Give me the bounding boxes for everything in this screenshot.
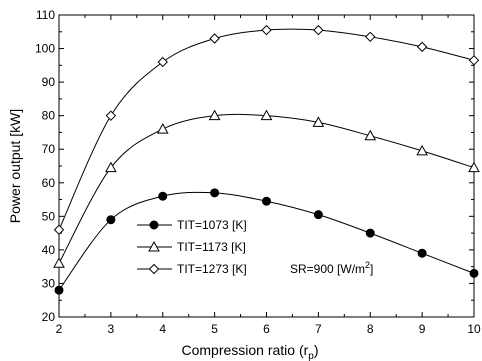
legend-marker-1 bbox=[149, 220, 159, 230]
legend-annotation: SR=900 [W/m2] bbox=[290, 260, 373, 276]
series-1-point bbox=[469, 268, 479, 278]
series-2-point bbox=[156, 123, 169, 134]
y-axis-label: Power output [kW] bbox=[7, 109, 23, 223]
x-axis-label-main: Compression ratio (r bbox=[181, 342, 308, 358]
series-2-point bbox=[208, 109, 221, 121]
series-3-point bbox=[416, 41, 428, 53]
annotation-main: SR=900 [W/m bbox=[290, 262, 365, 276]
series-2-point bbox=[416, 144, 428, 156]
y-tick-label: 70 bbox=[42, 142, 56, 156]
series-2-point bbox=[468, 161, 480, 173]
series-3-point bbox=[261, 24, 272, 36]
y-tick-label: 60 bbox=[42, 176, 56, 190]
series-1-point bbox=[417, 248, 427, 258]
series-2-point bbox=[260, 109, 273, 121]
legend-label-3: TIT=1273 [K] bbox=[177, 262, 247, 276]
x-tick-label: 10 bbox=[467, 322, 481, 336]
series-2-point bbox=[53, 257, 65, 268]
annotation-superscript: 2 bbox=[365, 260, 370, 270]
series-line-2 bbox=[58, 113, 475, 264]
y-tick-label: 80 bbox=[42, 109, 56, 123]
series-3-point bbox=[53, 224, 65, 235]
x-axis-label-subscript: p bbox=[308, 351, 314, 361]
series-1-point bbox=[106, 215, 116, 225]
series-3-point bbox=[105, 110, 117, 121]
series-2-point bbox=[105, 161, 117, 173]
legend-marker-2 bbox=[148, 240, 160, 252]
legend-label-2: TIT=1173 [K] bbox=[177, 240, 246, 254]
series-3-point bbox=[365, 31, 376, 43]
x-tick-label: 4 bbox=[159, 322, 166, 336]
legend-label-1: TIT=1073 [K] bbox=[177, 218, 247, 232]
x-tick-label: 5 bbox=[211, 322, 218, 336]
y-tick-labels: 20 30 40 50 60 70 80 90 100 110 bbox=[35, 8, 55, 324]
y-tick-label: 20 bbox=[42, 310, 56, 324]
y-tick-label: 30 bbox=[42, 276, 56, 290]
series-1-point bbox=[54, 285, 64, 295]
x-axis-label-close: ) bbox=[314, 342, 319, 358]
x-axis-label: Compression ratio (rp) bbox=[181, 342, 318, 361]
y-tick-label: 90 bbox=[42, 75, 56, 89]
series-markers bbox=[53, 24, 480, 295]
series-1-point bbox=[262, 196, 271, 206]
axis-ticks bbox=[58, 14, 475, 318]
series-1-point bbox=[365, 228, 375, 238]
y-tick-label: 100 bbox=[35, 42, 55, 56]
plot-frame bbox=[58, 14, 475, 318]
x-tick-label: 6 bbox=[263, 322, 270, 336]
plot-area bbox=[58, 14, 475, 318]
legend: TIT=1073 [K] TIT=1173 [K] TIT=1273 [K] SR=9… bbox=[137, 218, 373, 276]
x-tick-label: 7 bbox=[315, 322, 322, 336]
series-2-point bbox=[312, 116, 325, 127]
y-tick-label: 50 bbox=[42, 209, 56, 223]
series-1-point bbox=[210, 188, 220, 198]
series-lines bbox=[58, 28, 475, 291]
y-tick-label: 110 bbox=[36, 8, 55, 22]
series-1-point bbox=[158, 191, 168, 201]
x-tick-label: 9 bbox=[419, 322, 426, 336]
series-3-point bbox=[468, 55, 480, 66]
x-tick-labels: 2 3 4 5 6 7 8 9 10 bbox=[56, 322, 481, 336]
series-3-point bbox=[209, 33, 220, 44]
series-line-1 bbox=[58, 191, 475, 291]
series-3-point bbox=[313, 24, 324, 36]
annotation-close: ] bbox=[370, 262, 373, 276]
series-2-point bbox=[364, 129, 377, 141]
x-tick-label: 3 bbox=[108, 322, 115, 336]
series-3-point bbox=[157, 56, 168, 68]
x-tick-label: 8 bbox=[367, 322, 374, 336]
legend-marker-3 bbox=[148, 263, 160, 275]
y-tick-label: 40 bbox=[42, 243, 56, 257]
x-tick-label: 2 bbox=[56, 322, 63, 336]
series-1-point bbox=[313, 210, 323, 220]
